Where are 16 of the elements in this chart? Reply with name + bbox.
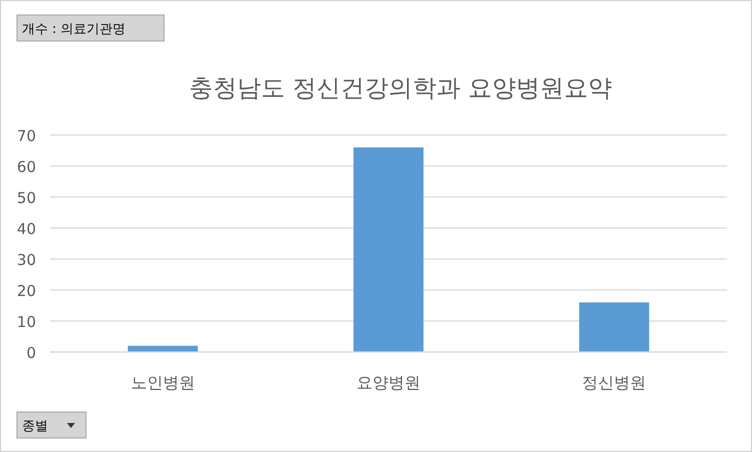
y-tick-label: 60 (16, 158, 36, 176)
x-tick-label: 요양병원 (356, 373, 420, 392)
y-tick-label: 10 (16, 313, 36, 331)
y-tick-label: 20 (16, 282, 36, 300)
y-tick-label: 70 (16, 127, 36, 145)
chart-title: 충청남도 정신건강의학과 요양병원요약 (188, 74, 612, 102)
x-tick-label: 정신병원 (582, 373, 646, 392)
x-tick-label: 노인병원 (130, 373, 195, 392)
text: 개수 : 의료기관명 (22, 22, 126, 37)
y-tick-label: 30 (16, 251, 36, 269)
text: 종별 (22, 419, 48, 434)
y-tick-label: 50 (16, 189, 36, 207)
y-tick-label: 40 (16, 220, 36, 238)
y-tick-label: 0 (26, 344, 36, 362)
bar (579, 302, 650, 352)
bar (354, 147, 424, 352)
